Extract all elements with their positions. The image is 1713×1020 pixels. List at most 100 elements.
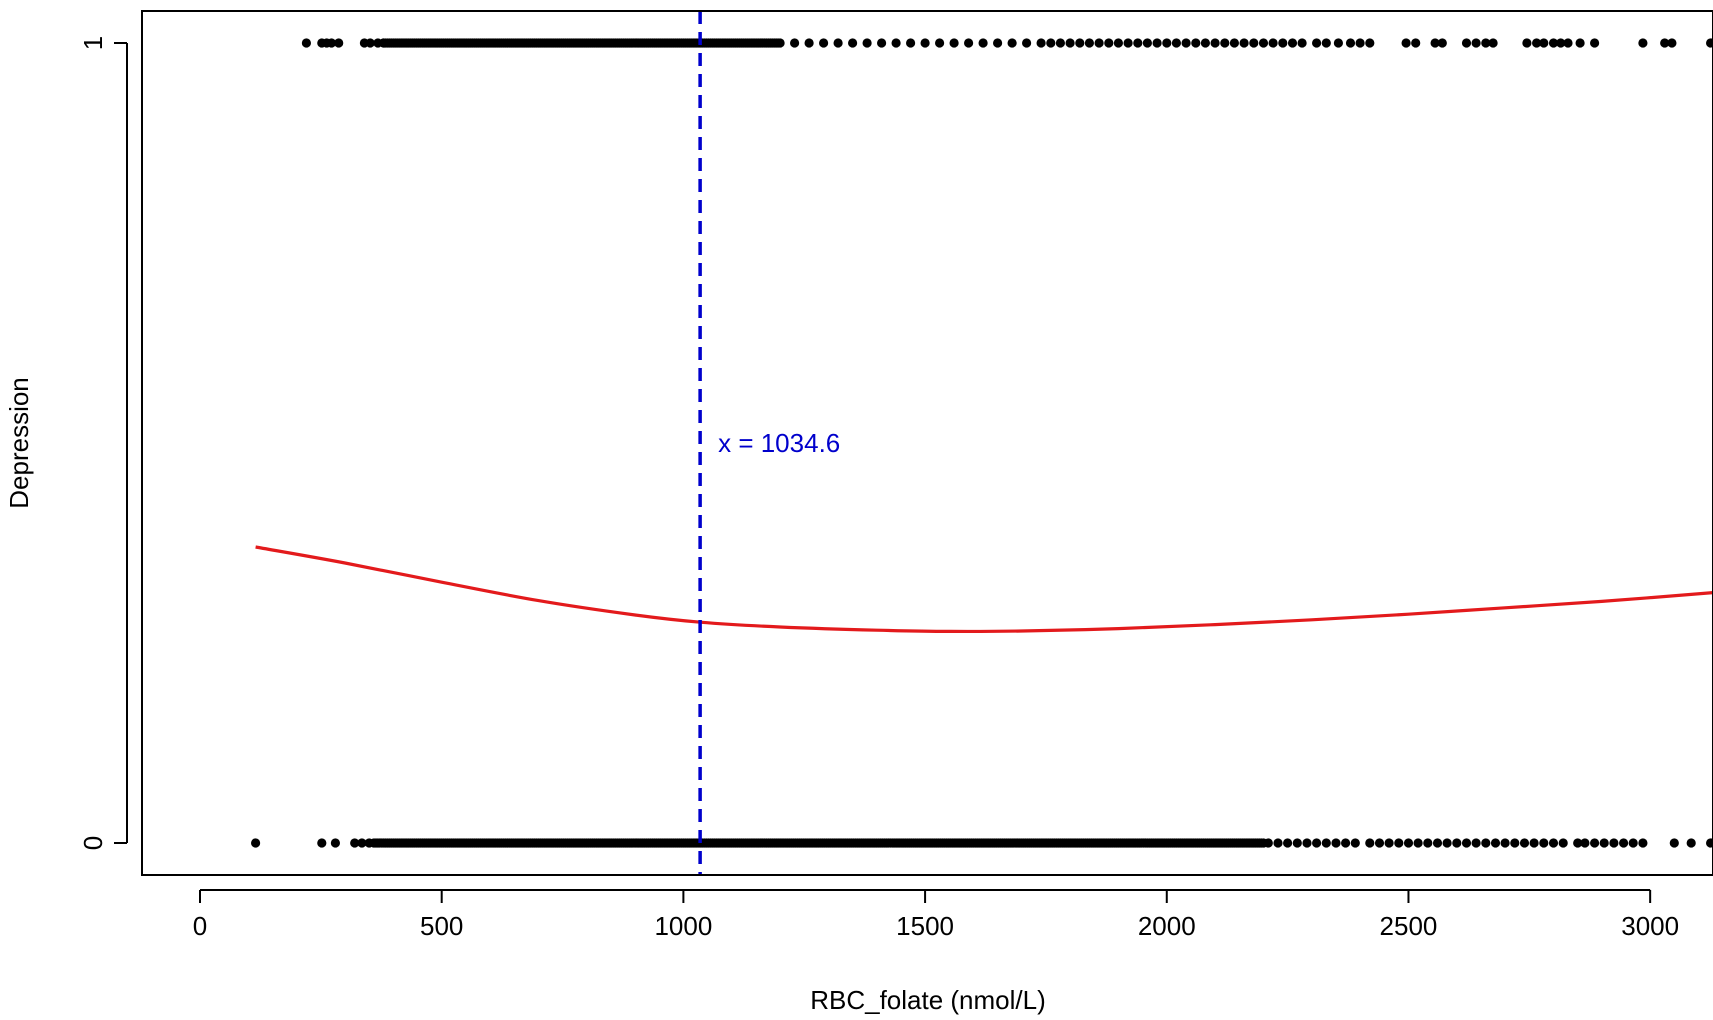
x-tick-label: 500 [420,911,463,941]
point-depression-1 [1278,38,1288,48]
point-depression-0 [1471,838,1481,848]
point-depression-1 [790,38,800,48]
point-depression-1 [1065,38,1075,48]
point-depression-0 [1384,838,1394,848]
point-depression-0 [1273,838,1283,848]
point-depression-1 [920,38,930,48]
x-tick-label: 1500 [896,911,954,941]
x-axis-title: RBC_folate (nmol/L) [810,985,1046,1015]
point-depression-1 [1007,38,1017,48]
point-depression-1 [1142,38,1152,48]
point-depression-1 [1022,38,1032,48]
point-depression-1 [1411,38,1421,48]
point-depression-0 [1519,838,1530,848]
point-depression-1 [804,38,814,48]
y-axis-title: Depression [4,377,34,509]
point-depression-0 [1490,838,1501,848]
point-depression-1 [1575,38,1585,48]
point-depression-1 [1075,38,1085,48]
cutoff-annotation-label: x = 1034.6 [718,428,840,458]
point-depression-1 [1152,38,1162,48]
point-depression-0 [1628,838,1638,848]
point-depression-1 [1321,38,1331,48]
plot-frame [141,10,1713,876]
point-depression-1 [1563,38,1573,48]
point-depression-0 [1609,838,1619,848]
point-depression-0 [1558,838,1568,848]
x-axis: 0 500 1000 1500 2000 2500 3000 [193,889,1679,941]
point-depression-1 [1590,38,1600,48]
point-depression-1 [1287,38,1298,48]
point-depression-1 [1539,38,1549,48]
fitted-curve-line [255,545,1713,634]
point-depression-1 [1706,38,1713,48]
point-depression-0 [1580,838,1590,848]
point-depression-1 [1181,38,1191,48]
point-depression-1 [1113,38,1123,48]
point-depression-0 [1481,838,1491,848]
point-depression-0 [1341,838,1351,848]
point-depression-0 [1452,838,1462,848]
point-depression-1 [1532,38,1542,48]
point-depression-0 [251,838,261,848]
point-depression-1 [1055,38,1065,48]
point-depression-1 [833,38,843,48]
point-depression-1 [1548,38,1559,48]
point-depression-1 [1297,38,1307,48]
point-depression-0 [1302,838,1312,848]
point-depression-1 [1481,38,1491,48]
x-tick-label: 2500 [1380,911,1438,941]
point-depression-0 [1442,838,1452,848]
point-depression-0 [1413,838,1423,848]
point-depression-0 [330,838,340,848]
point-depression-1 [1084,38,1094,48]
point-depression-1 [1123,38,1133,48]
point-depression-0 [1599,838,1609,848]
point-depression-0 [1539,838,1549,848]
point-depression-0 [357,838,367,848]
y-axis: 01 [78,36,128,850]
point-depression-0 [1331,838,1341,848]
point-depression-0 [1432,838,1443,848]
point-depression-1 [993,38,1003,48]
point-depression-1 [1355,38,1365,48]
point-depression-1 [949,38,959,48]
point-depression-1 [1191,38,1201,48]
point-depression-1 [1401,38,1411,48]
point-depression-1 [1104,38,1114,48]
point-depression-1 [1210,38,1220,48]
point-depression-1 [1333,38,1343,48]
point-depression-1 [862,38,872,48]
point-depression-0 [317,838,327,848]
point-depression-1 [848,38,858,48]
point-depression-0 [1590,838,1600,848]
point-depression-0 [1374,838,1385,848]
point-depression-1 [775,38,785,48]
point-depression-0 [1394,838,1404,848]
point-depression-0 [364,838,374,848]
point-depression-1 [1200,38,1210,48]
point-depression-1 [978,38,988,48]
point-depression-0 [1283,838,1293,848]
point-depression-1 [1171,38,1181,48]
point-depression-0 [1312,838,1322,848]
point-depression-0 [1321,838,1331,848]
point-depression-0 [1686,838,1696,848]
x-tick-label: 3000 [1621,911,1679,941]
point-depression-1 [1046,38,1056,48]
point-depression-0 [1669,838,1679,848]
point-depression-0 [1529,838,1539,848]
point-depression-1 [1430,38,1440,48]
point-depression-0 [1292,838,1302,848]
point-depression-1 [1365,38,1375,48]
point-depression-1 [1162,38,1172,48]
x-tick-label: 1000 [654,911,712,941]
y-tick-label: 0 [78,836,108,850]
point-depression-1 [379,38,389,48]
point-depression-1 [1258,38,1269,48]
point-depression-1 [891,38,901,48]
point-depression-1 [819,38,829,48]
point-depression-1 [1488,38,1498,48]
point-depression-0 [1263,838,1273,848]
point-depression-0 [1619,838,1629,848]
